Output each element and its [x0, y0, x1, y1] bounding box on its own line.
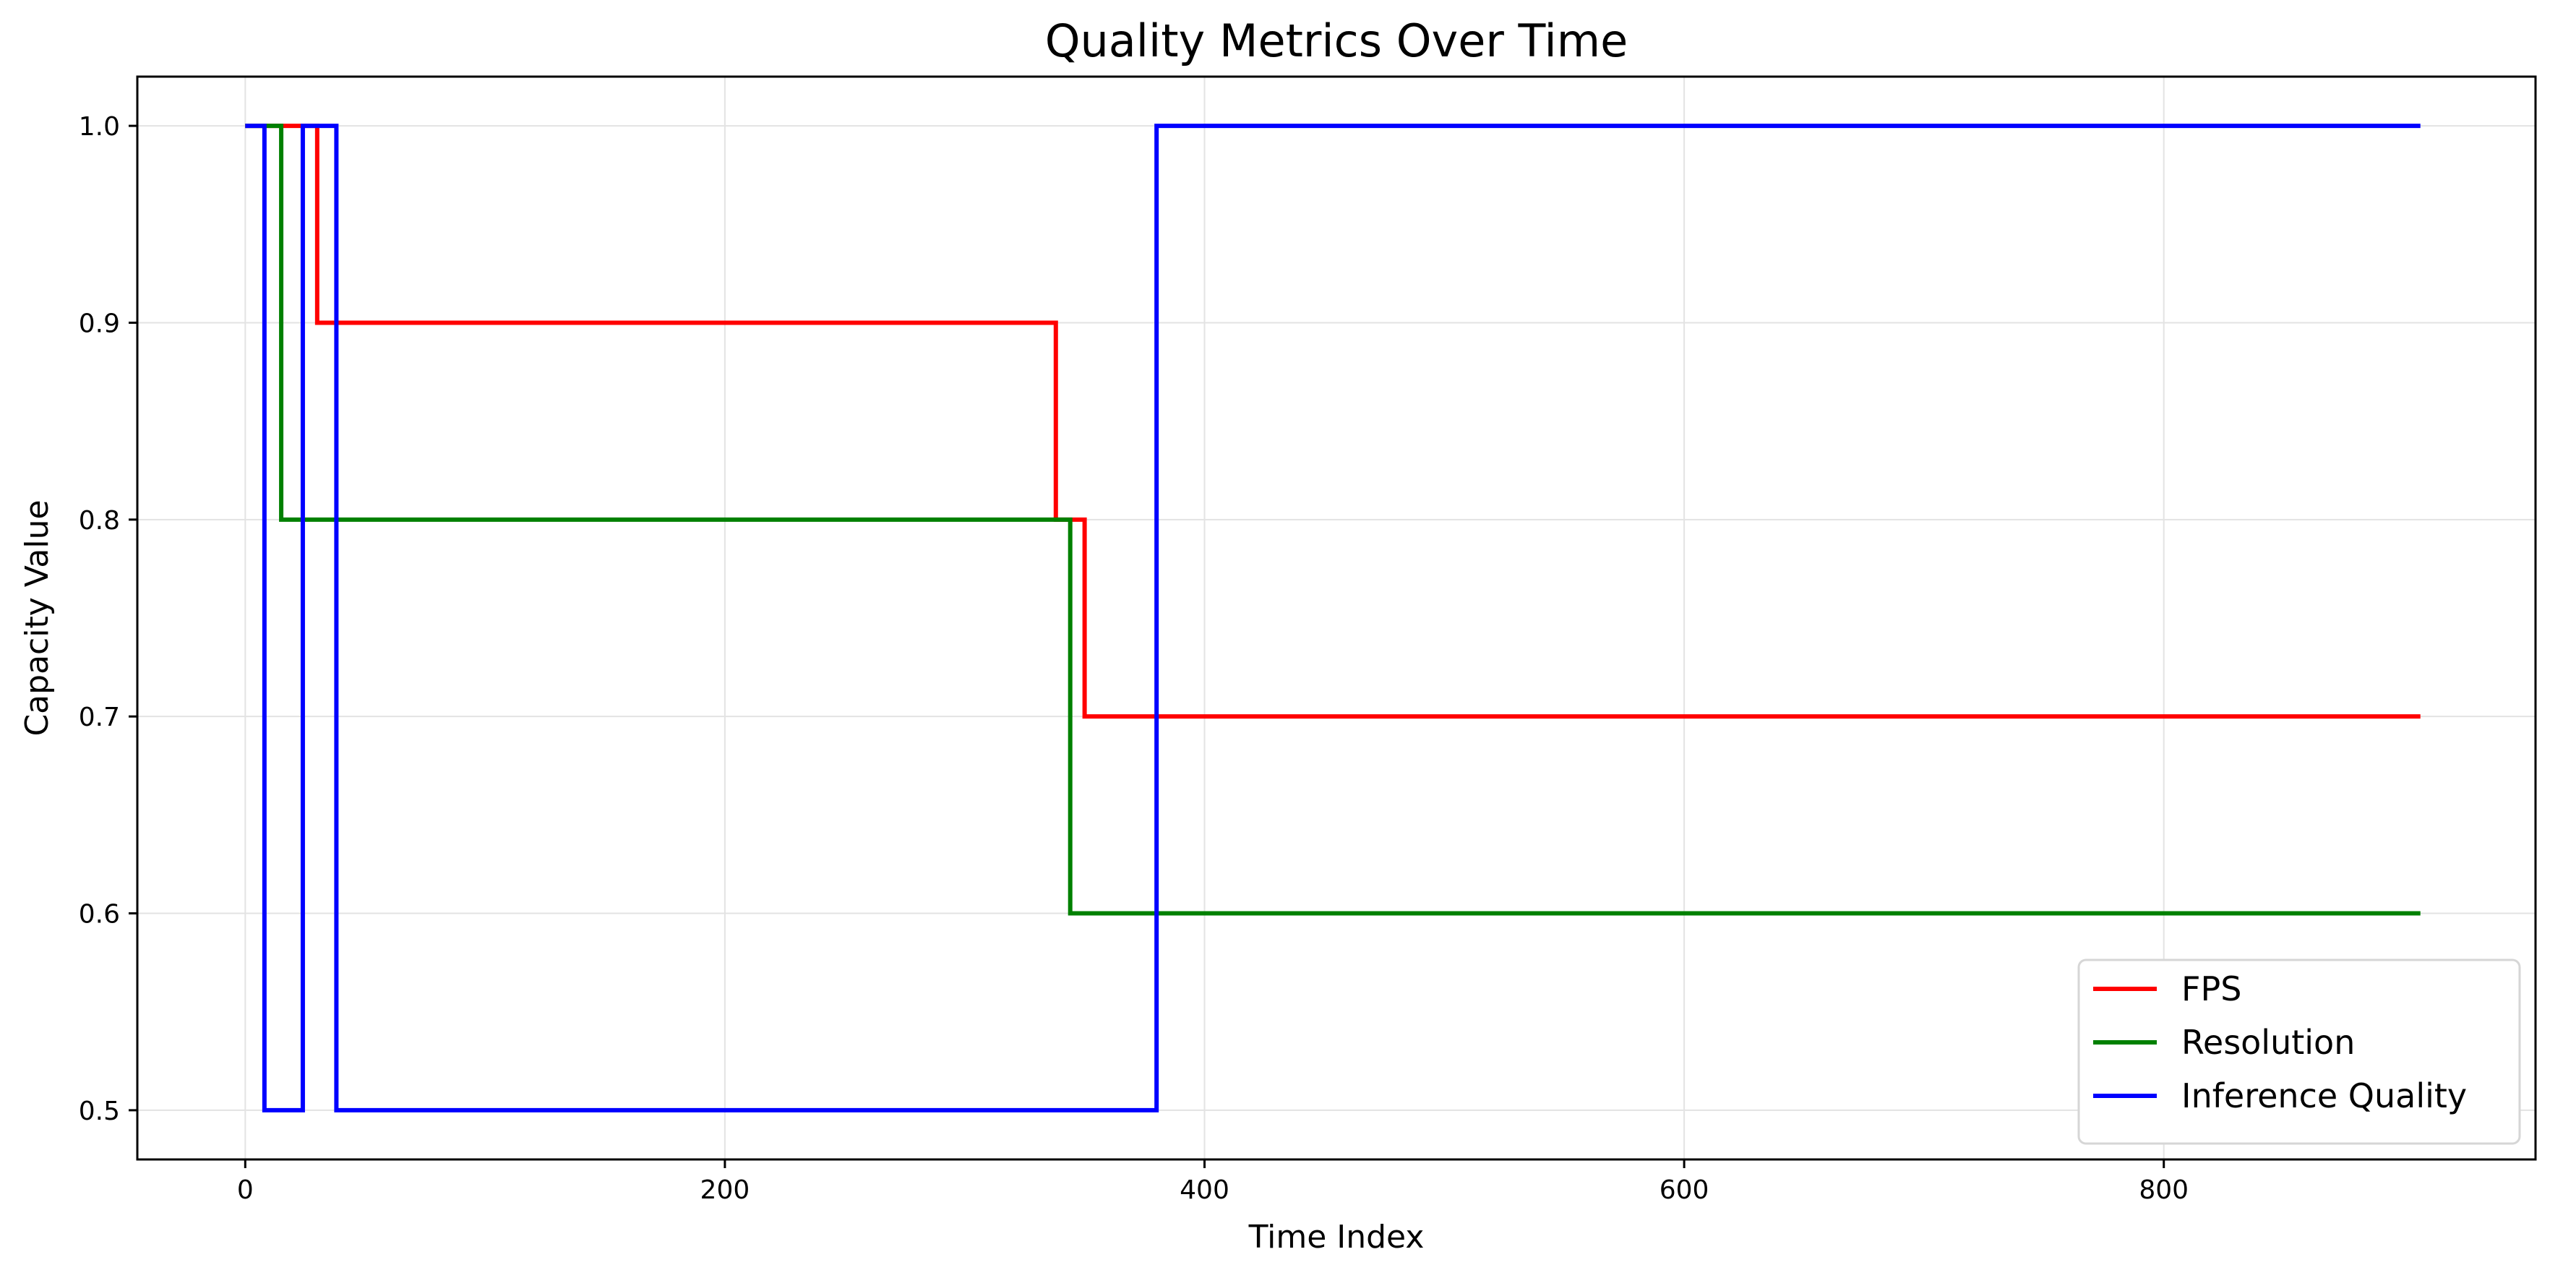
y-tick-label: 0.8 — [79, 506, 120, 536]
x-tick-label: 600 — [1660, 1175, 1709, 1205]
y-tick-label: 0.5 — [79, 1097, 120, 1126]
legend-box — [2077, 958, 2521, 1145]
x-tick-label: 800 — [2139, 1175, 2189, 1205]
x-axis-label: Time Index — [1248, 1219, 1425, 1256]
series-layer — [245, 124, 2421, 1112]
y-axis-label: Capacity Value — [19, 499, 56, 736]
plot-frame — [136, 75, 2537, 1161]
y-tick-label: 0.9 — [79, 309, 120, 338]
series-line-resolution — [245, 124, 2421, 916]
x-tick-label: 0 — [237, 1175, 254, 1205]
x-tick-label: 400 — [1180, 1175, 1229, 1205]
legend-label-resolution: Resolution — [2181, 1023, 2355, 1062]
series-line-fps — [245, 124, 2421, 719]
y-tick-label: 0.7 — [79, 703, 120, 732]
series-line-inference-quality — [245, 124, 2421, 1112]
y-tick-label: 0.6 — [79, 900, 120, 930]
chart-title: Quality Metrics Over Time — [1045, 14, 1628, 67]
tick-layer: 0 200 400 600 800 0.5 0.6 0.7 0.8 0.9 1.0 — [79, 112, 2189, 1205]
legend-label-inference-quality: Inference Quality — [2181, 1076, 2467, 1115]
y-tick-label: 1.0 — [79, 112, 120, 142]
legend-label-fps: FPS — [2181, 969, 2241, 1008]
legend: FPS Resolution Inference Quality — [2077, 958, 2521, 1145]
x-tick-label: 200 — [700, 1175, 750, 1205]
